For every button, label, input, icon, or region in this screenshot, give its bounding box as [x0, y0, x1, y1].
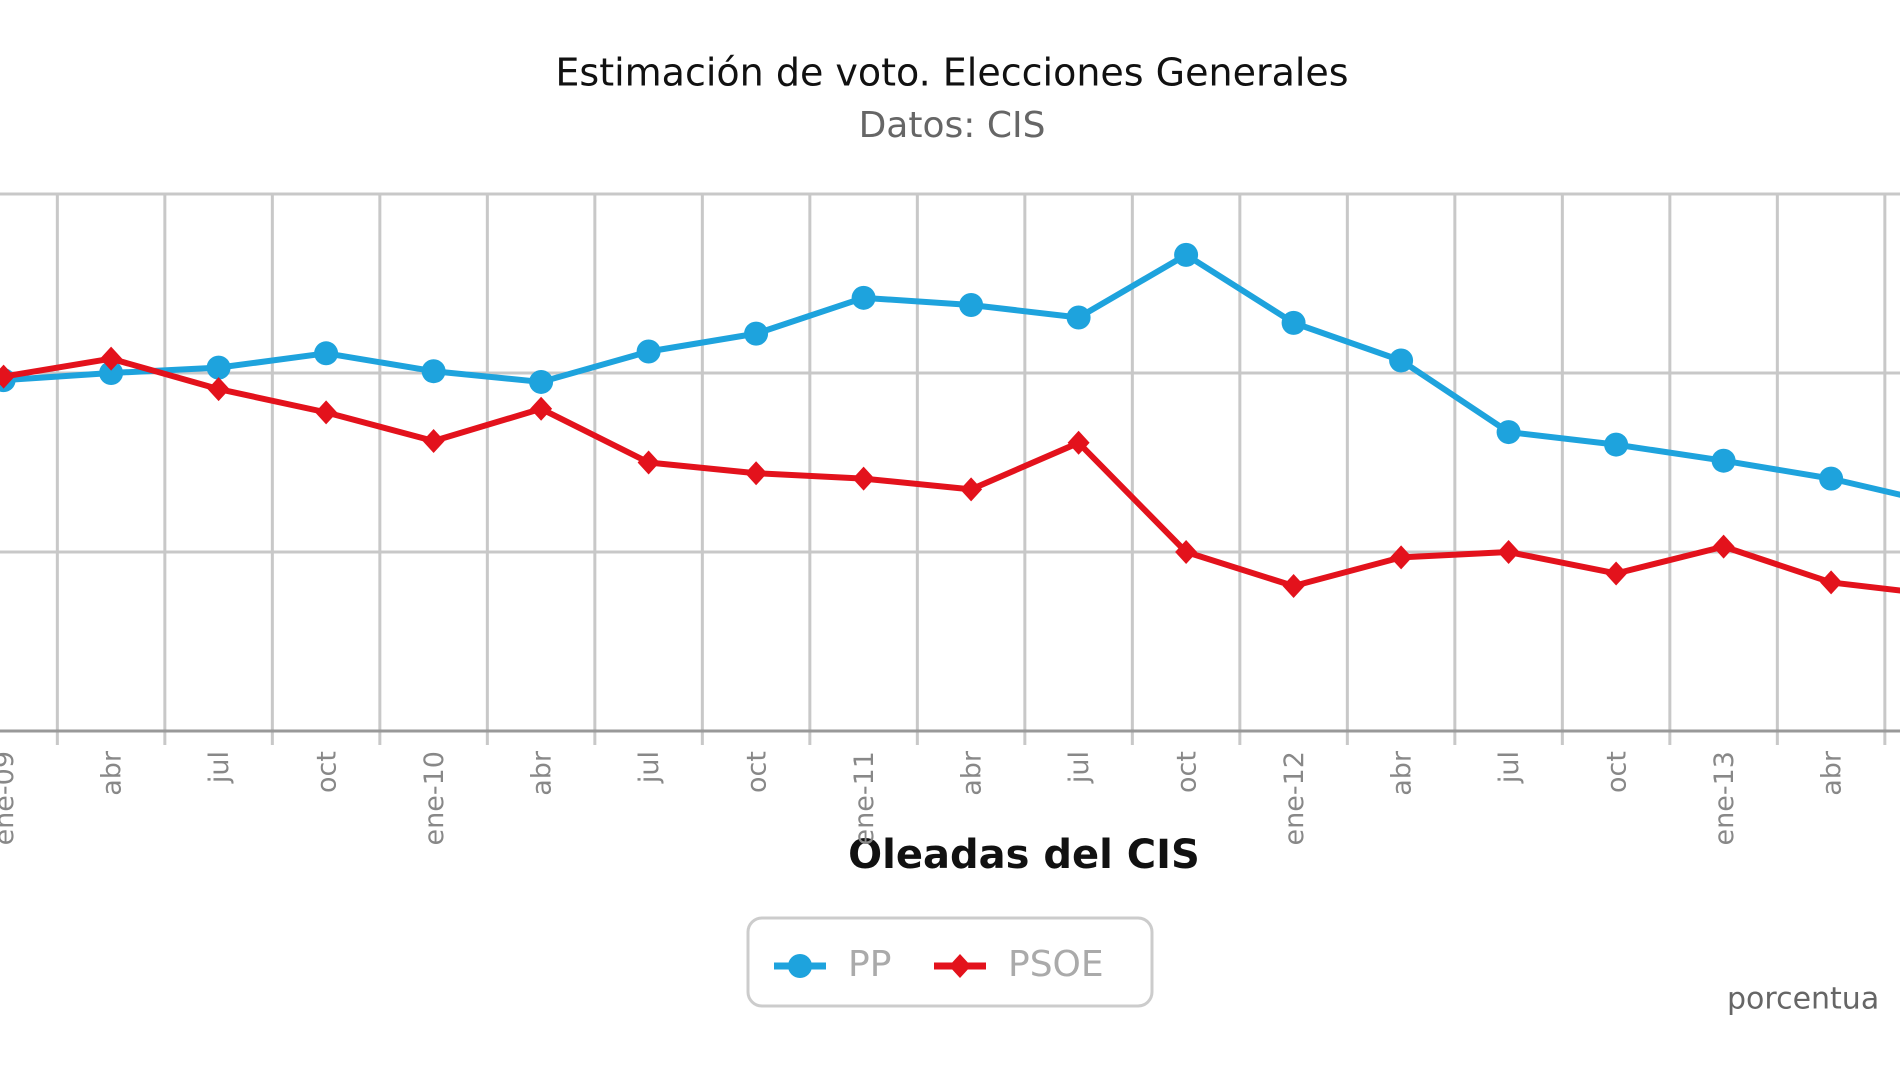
legend-label[interactable]: PSOE [1008, 944, 1104, 985]
point [1389, 348, 1414, 373]
x-tick-label: ene-13 [1709, 751, 1740, 845]
point [315, 400, 338, 425]
x-tick-label: oct [312, 751, 343, 793]
x-tick-label: oct [742, 751, 773, 793]
x-tick-label: ene-09 [0, 751, 20, 845]
point [421, 359, 446, 384]
point [1605, 561, 1628, 586]
x-tick-label: jul [1064, 751, 1095, 784]
point [100, 346, 123, 371]
x-tick-label: oct [1172, 751, 1203, 793]
point [1281, 310, 1306, 335]
point [1066, 305, 1091, 330]
x-tick-label: abr [957, 750, 988, 796]
point [0, 364, 15, 389]
x-tick-label: abr [97, 750, 128, 796]
point [206, 355, 231, 380]
point [1820, 570, 1843, 595]
x-tick-label: jul [1494, 751, 1525, 784]
note: porcentua [1727, 982, 1879, 1017]
point [1067, 430, 1090, 455]
point [1604, 432, 1629, 457]
point [1175, 540, 1198, 564]
point [1390, 545, 1413, 570]
x-tick-label: abr [527, 750, 558, 796]
legend-box [746, 916, 1154, 1008]
point [959, 292, 984, 317]
point [207, 377, 230, 402]
x-axis-label: Oleadas del CIS [848, 832, 1200, 878]
point [1819, 466, 1844, 491]
point [852, 466, 875, 491]
x-tick-label: jul [204, 751, 235, 784]
point [422, 429, 445, 454]
point [745, 461, 768, 486]
series-line [3, 355, 1900, 594]
x-tick-label: ene-11 [849, 751, 880, 845]
point [530, 396, 553, 421]
point [1282, 574, 1305, 599]
x-tick-label: ene-10 [419, 751, 450, 845]
point [851, 285, 876, 310]
point [314, 341, 339, 366]
point [636, 339, 661, 364]
point [99, 361, 124, 385]
x-tick-label: jul [634, 751, 665, 784]
point [637, 450, 660, 475]
x-tick-label: oct [1602, 751, 1633, 793]
point [1496, 420, 1521, 445]
point [1497, 540, 1520, 564]
legend-label[interactable]: PP [848, 944, 891, 985]
chart-subtitle: Datos: CIS [859, 105, 1046, 146]
point [1712, 534, 1735, 559]
x-tick-label: abr [1387, 750, 1418, 796]
point [1174, 242, 1199, 267]
point [960, 477, 983, 502]
point [529, 369, 554, 394]
point [788, 954, 812, 978]
point [744, 321, 769, 346]
chart-title: Estimación de voto. Elecciones Generales [555, 51, 1348, 95]
x-tick-label: ene-12 [1279, 751, 1310, 845]
series-line [3, 251, 1900, 498]
x-tick-label: abr [1817, 750, 1848, 796]
point [1711, 448, 1736, 473]
point [949, 954, 971, 978]
